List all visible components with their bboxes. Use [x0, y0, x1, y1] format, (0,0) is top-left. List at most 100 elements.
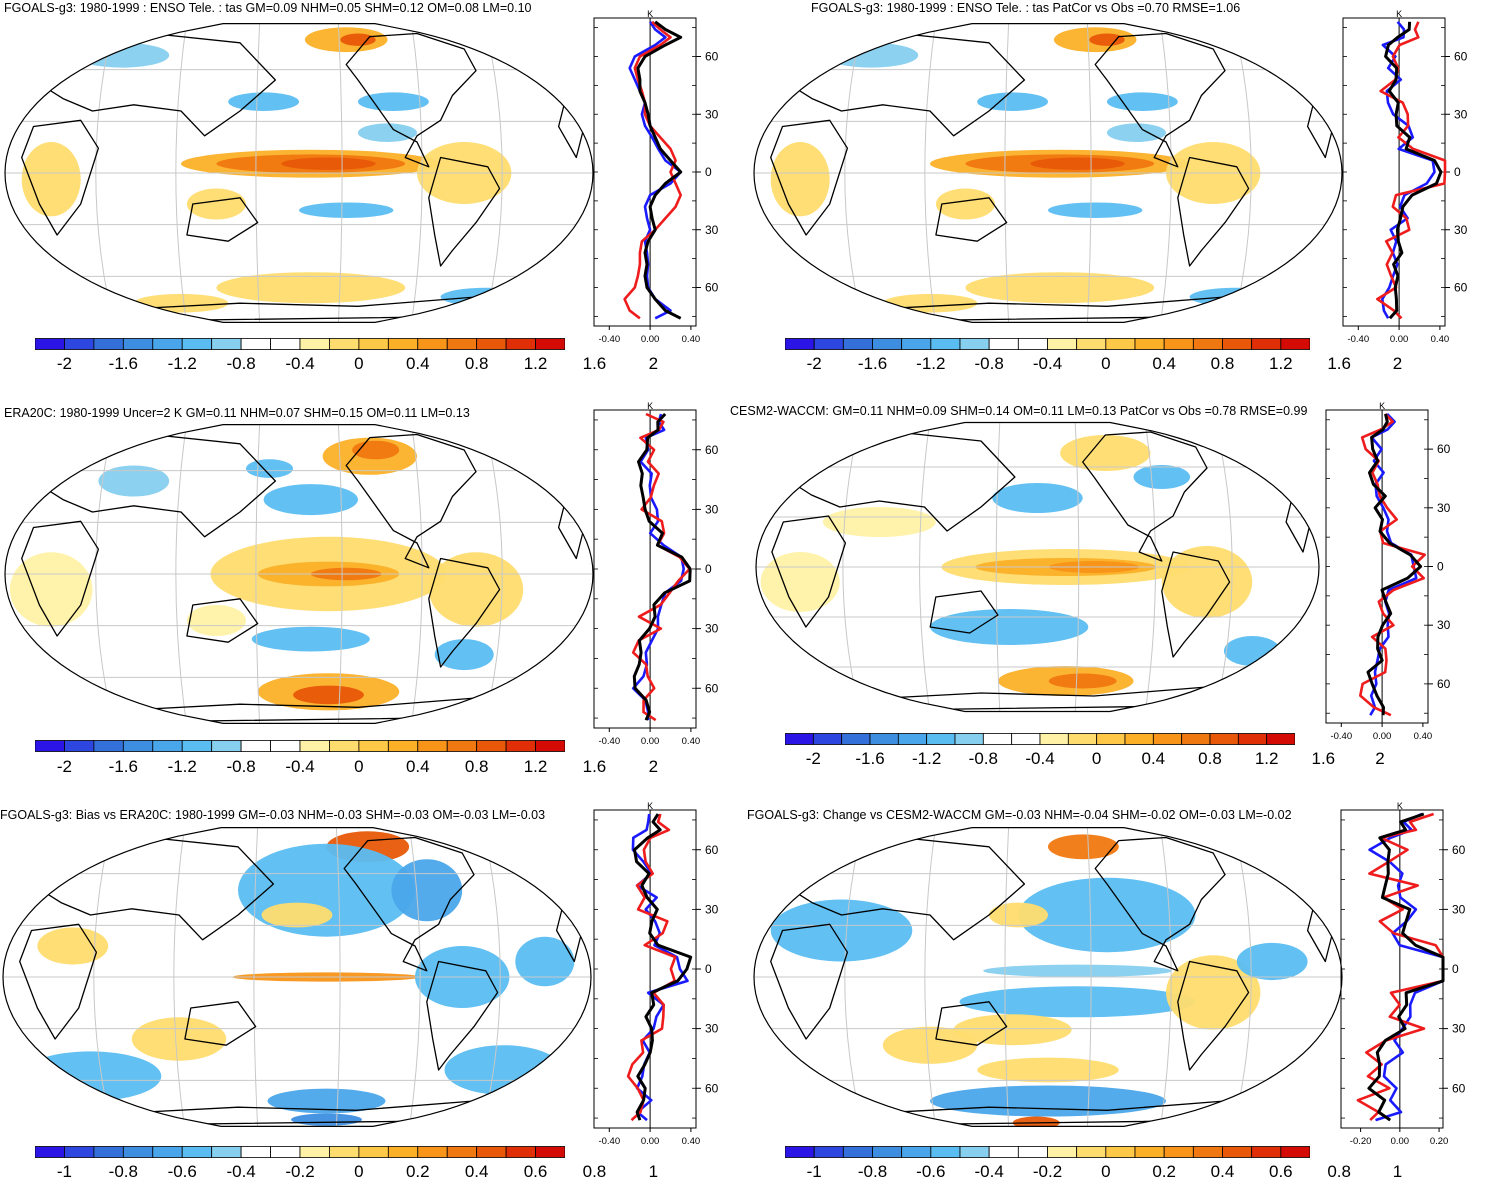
colorbar-swatch: [982, 733, 1013, 745]
colorbar-swatch: [535, 1146, 565, 1158]
x-tick-label: 0.00: [1390, 334, 1409, 345]
colorbar-swatch: [1209, 733, 1239, 745]
colorbar-swatch: [358, 1146, 389, 1158]
colorbar-tick-label: -0.4: [1032, 354, 1063, 373]
lat-tick-label: 0: [705, 562, 712, 576]
map-border: [2, 827, 592, 1127]
colorbar-tick-label: 2: [648, 757, 659, 776]
colorbar-labels: -2 -1.6 -1.2 -0.8 -0.4 0 0.4 0.8 1.2 1.6 2: [35, 354, 658, 376]
anomaly-patch: [238, 843, 415, 937]
colorbar: [35, 740, 565, 752]
anomaly-patch: [1107, 123, 1166, 142]
colorbar-swatch: [152, 338, 183, 350]
colorbar-swatch: [505, 338, 536, 350]
anomaly-patch: [267, 1088, 386, 1114]
coastline: [771, 515, 847, 628]
colorbar-swatch: [387, 740, 419, 752]
anomaly-patch: [98, 465, 170, 497]
anomaly-patch: [1107, 92, 1178, 111]
colorbar-swatch: [1017, 1146, 1048, 1158]
x-tick-label: 0.00: [1391, 1136, 1410, 1147]
zonal-mean-profile: K 60N 30N 0 30S 60S -0.40 0.00 0.40: [593, 401, 718, 747]
colorbar-tick-label: 1.2: [523, 354, 548, 373]
colorbar-swatch: [299, 1146, 330, 1158]
colorbar-swatch: [1047, 338, 1078, 350]
anomaly-patch: [983, 964, 1172, 977]
colorbar-swatch: [329, 1146, 360, 1158]
x-tick-label: 0.00: [641, 334, 660, 345]
colorbar: [35, 338, 565, 350]
colorbar-swatch: [64, 338, 95, 350]
robinson-world-map: [4, 424, 594, 724]
lat-tick-label: 30N: [705, 902, 718, 916]
colorbar-swatch: [1152, 733, 1183, 745]
colorbar-swatch: [1076, 338, 1107, 350]
zonal-mean-profile: K 60N 30N 0 30S 60S -0.40 0.00 0.40: [593, 9, 718, 345]
colorbar-tick-label: -2: [805, 749, 821, 768]
profile-line-black: [632, 412, 692, 721]
longitude-gridline: [995, 422, 1001, 712]
colorbar-tick-label: 1.2: [1254, 749, 1279, 768]
panel-title: CESM2-WACCM: GM=0.11 NHM=0.09 SHM=0.14 O…: [730, 404, 1308, 418]
colorbar-swatch: [535, 338, 565, 350]
colorbar-tick-label: -0.8: [108, 1162, 138, 1181]
colorbar-swatch: [64, 1146, 95, 1158]
longitude-gridline: [335, 827, 341, 1127]
colorbar-tick-label: -0.4: [974, 1162, 1004, 1181]
colorbar-swatch: [785, 1146, 815, 1158]
anomaly-patch: [822, 507, 936, 537]
colorbar-swatch: [1251, 1146, 1282, 1158]
coastline: [186, 197, 259, 242]
anomaly-patch: [291, 1113, 362, 1126]
anomaly-patch: [959, 986, 1196, 1018]
colorbar-swatch: [1134, 1146, 1165, 1158]
anomaly-patch: [228, 92, 299, 111]
lat-tick-label: 0: [705, 962, 712, 976]
colorbar-tick-label: 0.4: [405, 757, 430, 776]
profile-line-black: [1384, 21, 1443, 320]
colorbar-tick-label: 0.4: [1152, 354, 1176, 373]
lat-tick-label: 30S: [1454, 223, 1467, 237]
profile-line-black: [1366, 413, 1423, 716]
colorbar-tick-label: -0.8: [857, 1162, 888, 1181]
robinson-world-map: [753, 23, 1343, 323]
panel-title: FGOALS-g3: 1980-1999 : ENSO Tele. : tas …: [811, 1, 1241, 15]
profile-unit-label: K: [647, 9, 653, 19]
longitude-gridline: [919, 422, 931, 712]
colorbar-swatch: [1105, 338, 1136, 350]
anomaly-patch: [1133, 465, 1191, 489]
colorbar-swatch: [93, 338, 124, 350]
colorbar-swatch: [897, 733, 928, 745]
colorbar-tick-label: 1.6: [582, 757, 607, 776]
lat-tick-label: 30N: [1452, 902, 1465, 916]
anomaly-patch: [186, 188, 246, 220]
anomaly-patch: [992, 483, 1083, 513]
coastline: [1206, 422, 1253, 454]
anomaly-patch: [515, 936, 575, 987]
colorbar-tick-label: 0.6: [1269, 1162, 1293, 1181]
colorbar-tick-label: -1.6: [108, 757, 138, 776]
map-field: [5, 23, 593, 323]
colorbar-swatch: [1280, 1146, 1310, 1158]
anomaly-patch: [1166, 955, 1261, 1030]
x-tick-label: -0.40: [1347, 334, 1369, 345]
colorbar-tick-label: 0.2: [1152, 1162, 1176, 1181]
colorbar-tick-label: -1.6: [857, 354, 888, 373]
anomaly-patch: [1089, 33, 1125, 46]
lat-tick-label: 30N: [1437, 501, 1450, 515]
colorbar-tick-label: -1.6: [108, 354, 138, 373]
lat-tick-label: 60S: [705, 681, 718, 695]
anomaly-patch: [263, 484, 358, 516]
lat-tick-label: 60N: [1454, 50, 1467, 64]
colorbar-swatch: [812, 733, 843, 745]
profile-line-red: [1356, 812, 1445, 1122]
coastline: [21, 520, 100, 637]
coastline: [765, 431, 1016, 532]
colorbar-swatch: [387, 338, 419, 350]
coastline: [1177, 960, 1250, 1071]
anomaly-patch: [216, 272, 406, 304]
lat-tick-label: 60N: [705, 443, 718, 457]
colorbar-swatch: [1017, 338, 1048, 350]
colorbar-tick-label: -1.2: [167, 354, 197, 373]
colorbar-swatch: [240, 338, 271, 350]
